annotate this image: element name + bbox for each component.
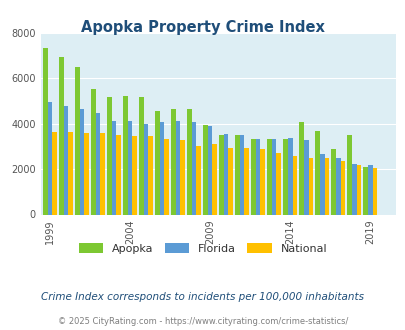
- Bar: [255, 139, 260, 214]
- Bar: [68, 132, 73, 214]
- Bar: [224, 134, 228, 214]
- Bar: [315, 131, 319, 214]
- Bar: [276, 153, 280, 215]
- Legend: Apopka, Florida, National: Apopka, Florida, National: [74, 239, 331, 258]
- Bar: [192, 122, 196, 214]
- Bar: [100, 133, 105, 214]
- Bar: [330, 149, 335, 214]
- Bar: [228, 148, 232, 214]
- Bar: [84, 133, 89, 214]
- Bar: [91, 89, 96, 214]
- Bar: [347, 135, 351, 214]
- Bar: [367, 166, 372, 214]
- Bar: [267, 139, 271, 214]
- Text: © 2025 CityRating.com - https://www.cityrating.com/crime-statistics/: © 2025 CityRating.com - https://www.city…: [58, 317, 347, 326]
- Bar: [144, 124, 148, 214]
- Bar: [59, 57, 64, 214]
- Bar: [164, 139, 168, 214]
- Bar: [139, 97, 144, 214]
- Bar: [235, 135, 239, 214]
- Bar: [116, 135, 121, 214]
- Bar: [64, 106, 68, 214]
- Bar: [303, 140, 308, 214]
- Bar: [196, 146, 200, 214]
- Bar: [308, 158, 312, 215]
- Bar: [283, 139, 287, 214]
- Text: Crime Index corresponds to incidents per 100,000 inhabitants: Crime Index corresponds to incidents per…: [41, 292, 364, 302]
- Bar: [160, 122, 164, 214]
- Bar: [319, 154, 324, 214]
- Bar: [52, 132, 57, 214]
- Bar: [251, 139, 255, 214]
- Text: Apopka Property Crime Index: Apopka Property Crime Index: [81, 20, 324, 35]
- Bar: [356, 165, 360, 214]
- Bar: [299, 122, 303, 214]
- Bar: [175, 121, 180, 214]
- Bar: [260, 149, 264, 214]
- Bar: [96, 113, 100, 214]
- Bar: [324, 158, 328, 215]
- Bar: [203, 125, 207, 214]
- Bar: [112, 121, 116, 214]
- Bar: [287, 139, 292, 214]
- Bar: [107, 97, 112, 214]
- Bar: [292, 155, 296, 214]
- Bar: [340, 161, 344, 215]
- Bar: [372, 168, 376, 214]
- Bar: [335, 158, 340, 215]
- Bar: [362, 167, 367, 214]
- Bar: [75, 68, 80, 214]
- Bar: [207, 126, 212, 214]
- Bar: [132, 136, 136, 214]
- Bar: [187, 109, 192, 214]
- Bar: [351, 164, 356, 214]
- Bar: [180, 140, 185, 214]
- Bar: [219, 135, 224, 214]
- Bar: [128, 121, 132, 214]
- Bar: [239, 135, 244, 214]
- Bar: [123, 96, 128, 214]
- Bar: [271, 139, 276, 214]
- Bar: [155, 111, 160, 214]
- Bar: [171, 109, 175, 214]
- Bar: [244, 148, 248, 214]
- Bar: [43, 48, 48, 214]
- Bar: [212, 145, 217, 214]
- Bar: [148, 137, 153, 214]
- Bar: [80, 109, 84, 214]
- Bar: [48, 102, 52, 214]
